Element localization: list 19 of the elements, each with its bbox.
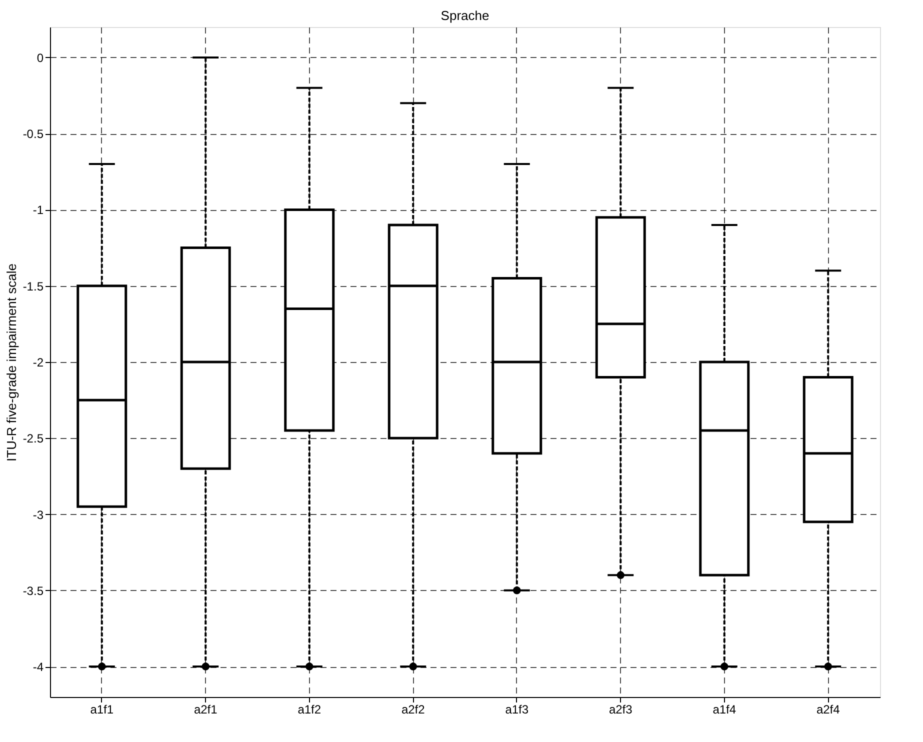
y-tick-label: -2.5: [22, 432, 44, 446]
y-tick-label: -2: [32, 356, 44, 370]
y-tick-label: -4: [32, 660, 44, 674]
chart-title: Sprache: [440, 8, 490, 23]
y-axis-title: ITU-R five-grade impairment scale: [4, 264, 19, 462]
y-tick-label: -3.5: [22, 584, 44, 598]
x-tick-label: a2f1: [194, 702, 218, 716]
x-tick-label: a2f3: [608, 702, 633, 716]
y-tick-label: -3: [32, 508, 44, 522]
x-tick-label: a2f2: [401, 702, 426, 716]
y-tick-label: -1: [32, 203, 44, 218]
x-tick-label: a1f4: [712, 702, 736, 716]
x-tick-label: a1f1: [90, 702, 114, 716]
y-tick-label: -1.5: [22, 279, 44, 294]
x-tick-label: a2f4: [816, 702, 840, 716]
y-tick-label: -0.5: [22, 127, 44, 142]
x-tick-label: a1f3: [505, 702, 529, 716]
y-tick-label: 0: [36, 50, 44, 65]
x-tick-label: a1f2: [298, 702, 322, 716]
